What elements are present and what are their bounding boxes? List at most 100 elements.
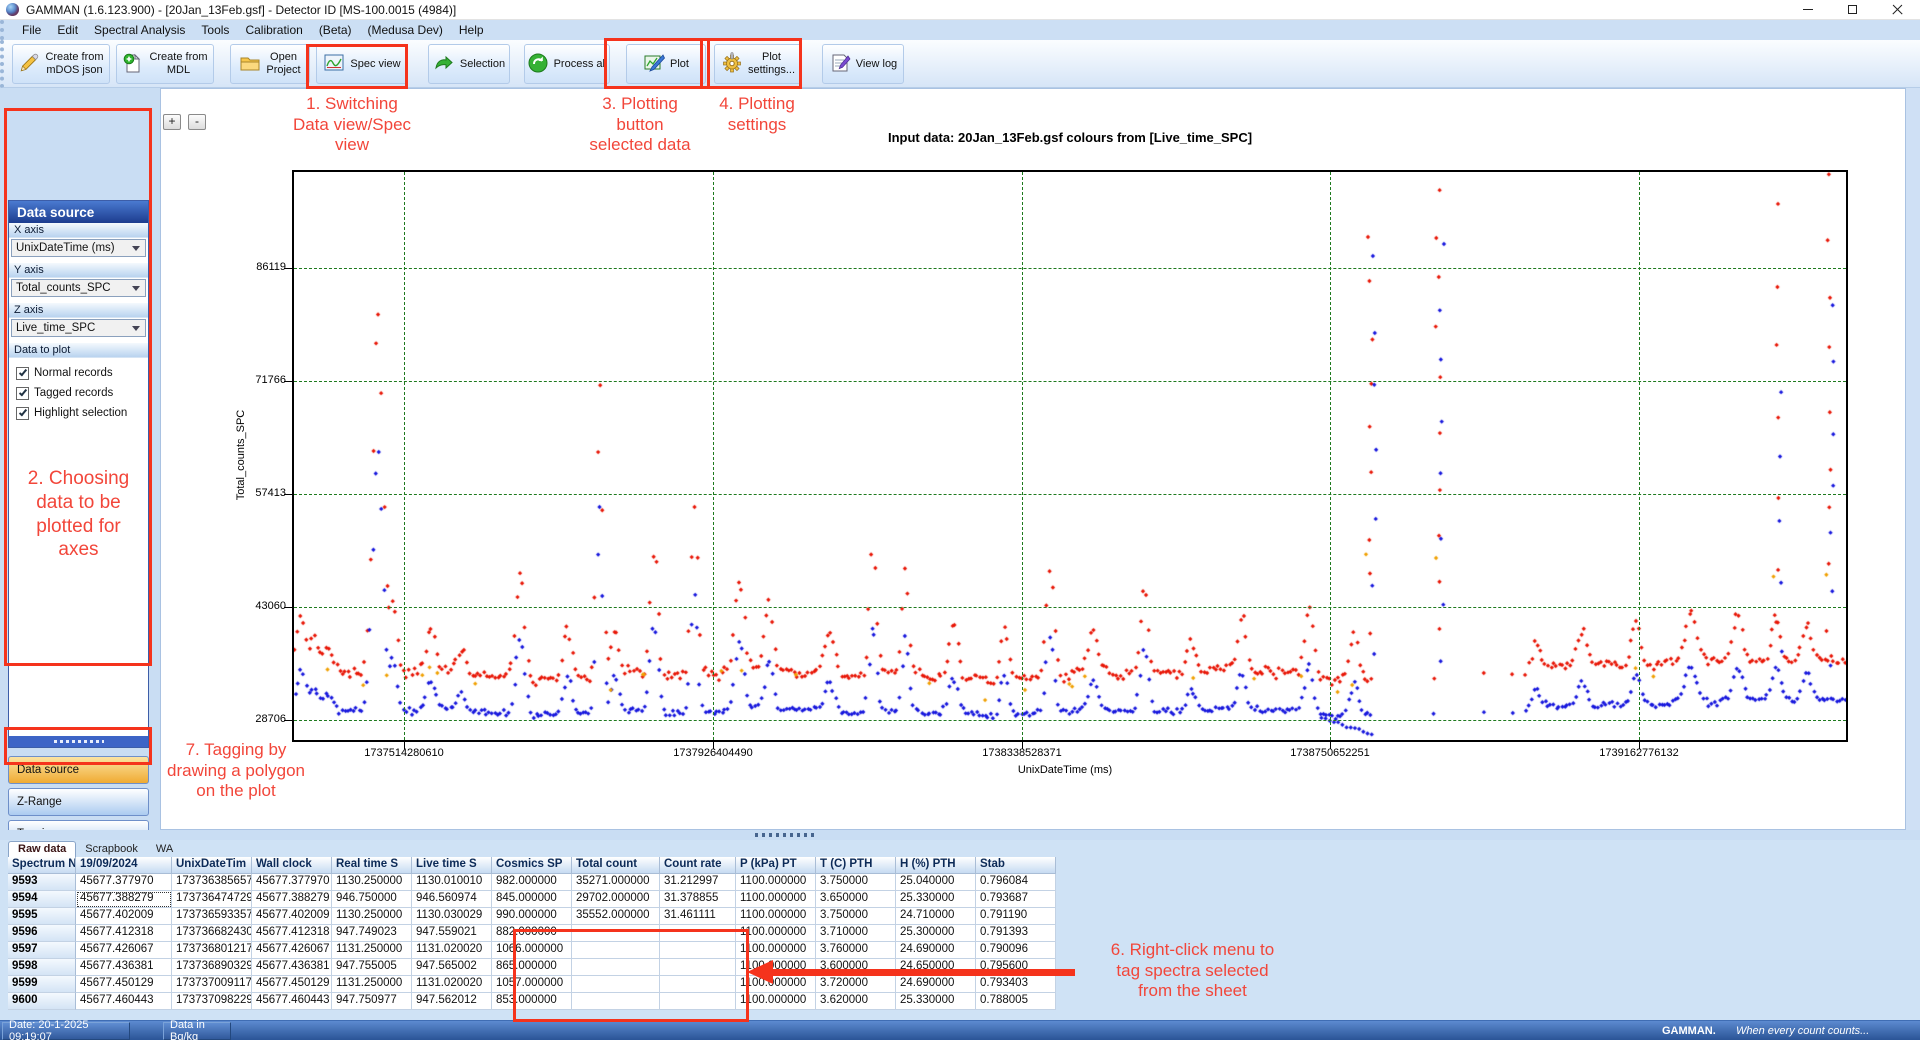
table-cell[interactable]: 45677.450129: [252, 976, 332, 993]
spec-view-button[interactable]: Spec view: [316, 44, 408, 84]
table-cell[interactable]: 45677.402009: [76, 908, 172, 925]
sidebar-item-data-source[interactable]: Data source: [8, 756, 149, 784]
table-cell[interactable]: 3.720000: [816, 976, 896, 993]
table-cell[interactable]: 45677.402009: [252, 908, 332, 925]
table-cell[interactable]: 0.791393: [976, 925, 1056, 942]
table-cell[interactable]: 3.750000: [816, 874, 896, 891]
column-header-cosmics-sp[interactable]: Cosmics SP: [492, 857, 572, 874]
checkbox-row-highlight-selection[interactable]: Highlight selection: [9, 403, 148, 423]
table-cell[interactable]: [660, 993, 736, 1010]
row-header[interactable]: 9596: [8, 925, 76, 942]
table-cell[interactable]: 25.330000: [896, 993, 976, 1010]
y-axis-dropdown[interactable]: Total_counts_SPC: [11, 279, 146, 297]
table-cell[interactable]: 45677.426067: [76, 942, 172, 959]
table-cell[interactable]: 173737009117: [172, 976, 252, 993]
checkbox-normal-records[interactable]: [16, 366, 29, 380]
table-cell[interactable]: 173736682430: [172, 925, 252, 942]
table-cell[interactable]: 1130.010010: [412, 874, 492, 891]
table-cell[interactable]: 45677.460443: [76, 993, 172, 1010]
table-cell[interactable]: [660, 942, 736, 959]
table-cell[interactable]: 990.000000: [492, 908, 572, 925]
panel-splitter-handle[interactable]: [9, 736, 148, 747]
menu-item-spectral-analysis[interactable]: Spectral Analysis: [94, 23, 186, 37]
table-cell[interactable]: 0.790096: [976, 942, 1056, 959]
table-cell[interactable]: 25.330000: [896, 891, 976, 908]
column-header-live-time-s[interactable]: Live time S: [412, 857, 492, 874]
table-cell[interactable]: [572, 959, 660, 976]
table-cell[interactable]: 1100.000000: [736, 942, 816, 959]
checkbox-row-tagged-records[interactable]: Tagged records: [9, 383, 148, 403]
table-cell[interactable]: 35271.000000: [572, 874, 660, 891]
table-cell[interactable]: 947.755005: [332, 959, 412, 976]
create-from-mdos-json-button[interactable]: Create from mDOS json: [12, 44, 110, 84]
x-axis-dropdown[interactable]: UnixDateTime (ms): [11, 239, 146, 257]
table-cell[interactable]: 45677.426067: [252, 942, 332, 959]
table-cell[interactable]: 3.760000: [816, 942, 896, 959]
table-cell[interactable]: 45677.412318: [252, 925, 332, 942]
table-cell[interactable]: 1066.000000: [492, 942, 572, 959]
table-cell[interactable]: 1131.250000: [332, 976, 412, 993]
column-header-t-c-pth[interactable]: T (C) PTH: [816, 857, 896, 874]
create-from-mdl-button[interactable]: Create from MDL: [116, 44, 214, 84]
table-cell[interactable]: [572, 942, 660, 959]
sidebar-item-z-range[interactable]: Z-Range: [8, 788, 149, 816]
row-header[interactable]: 9594: [8, 891, 76, 908]
table-cell[interactable]: 1100.000000: [736, 908, 816, 925]
table-cell[interactable]: 24.710000: [896, 908, 976, 925]
table-cell[interactable]: 35552.000000: [572, 908, 660, 925]
table-cell[interactable]: 3.650000: [816, 891, 896, 908]
row-header[interactable]: 9593: [8, 874, 76, 891]
column-header-h-pth[interactable]: H (%) PTH: [896, 857, 976, 874]
row-header[interactable]: 9599: [8, 976, 76, 993]
column-header-wall-clock[interactable]: Wall clock: [252, 857, 332, 874]
checkbox-row-normal-records[interactable]: Normal records: [9, 363, 148, 383]
row-header[interactable]: 9597: [8, 942, 76, 959]
column-header-19-09-2024[interactable]: 19/09/2024: [76, 857, 172, 874]
menu-item-beta[interactable]: (Beta): [318, 23, 352, 37]
column-header-real-time-s[interactable]: Real time S: [332, 857, 412, 874]
table-cell[interactable]: [660, 976, 736, 993]
table-cell[interactable]: 29702.000000: [572, 891, 660, 908]
menu-item-tools[interactable]: Tools: [201, 23, 230, 37]
table-cell[interactable]: 24.690000: [896, 976, 976, 993]
tab-wa[interactable]: WA: [155, 843, 174, 855]
row-header[interactable]: 9595: [8, 908, 76, 925]
table-cell[interactable]: 946.560974: [412, 891, 492, 908]
column-header-stab[interactable]: Stab: [976, 857, 1056, 874]
table-cell[interactable]: 3.710000: [816, 925, 896, 942]
table-cell[interactable]: 45677.388279: [76, 891, 172, 908]
table-cell[interactable]: 947.749023: [332, 925, 412, 942]
table-cell[interactable]: 1131.250000: [332, 942, 412, 959]
zoom-out-button[interactable]: -: [188, 114, 206, 130]
table-cell[interactable]: 1100.000000: [736, 925, 816, 942]
menu-item-edit[interactable]: Edit: [57, 23, 79, 37]
table-cell[interactable]: 31.461111: [660, 908, 736, 925]
table-cell[interactable]: 1130.250000: [332, 874, 412, 891]
table-cell[interactable]: 0.788005: [976, 993, 1056, 1010]
table-cell[interactable]: 45677.388279: [252, 891, 332, 908]
table-cell[interactable]: 1130.250000: [332, 908, 412, 925]
open-project-button[interactable]: Open Project: [230, 44, 310, 84]
view-log-button[interactable]: View log: [822, 44, 904, 84]
minimize-button[interactable]: [1785, 0, 1830, 20]
column-header-spectrum-no[interactable]: Spectrum No: [8, 857, 76, 874]
table-cell[interactable]: 982.000000: [492, 874, 572, 891]
column-header-unixdatetim[interactable]: UnixDateTim: [172, 857, 252, 874]
table-cell[interactable]: 24.690000: [896, 942, 976, 959]
table-cell[interactable]: [572, 976, 660, 993]
table-cell[interactable]: 173737098229: [172, 993, 252, 1010]
selection-button[interactable]: Selection: [428, 44, 510, 84]
tab-scrapbook[interactable]: Scrapbook: [85, 843, 138, 855]
table-cell[interactable]: 946.750000: [332, 891, 412, 908]
table-cell[interactable]: 882.000000: [492, 925, 572, 942]
table-cell[interactable]: 947.750977: [332, 993, 412, 1010]
tab-raw-data[interactable]: Raw data: [8, 841, 77, 857]
table-cell[interactable]: 1130.030029: [412, 908, 492, 925]
table-cell[interactable]: 0.791190: [976, 908, 1056, 925]
table-cell[interactable]: [572, 925, 660, 942]
table-cell[interactable]: 0.796084: [976, 874, 1056, 891]
table-cell[interactable]: 947.559021: [412, 925, 492, 942]
row-header[interactable]: 9598: [8, 959, 76, 976]
table-cell[interactable]: 25.300000: [896, 925, 976, 942]
table-cell[interactable]: [660, 959, 736, 976]
